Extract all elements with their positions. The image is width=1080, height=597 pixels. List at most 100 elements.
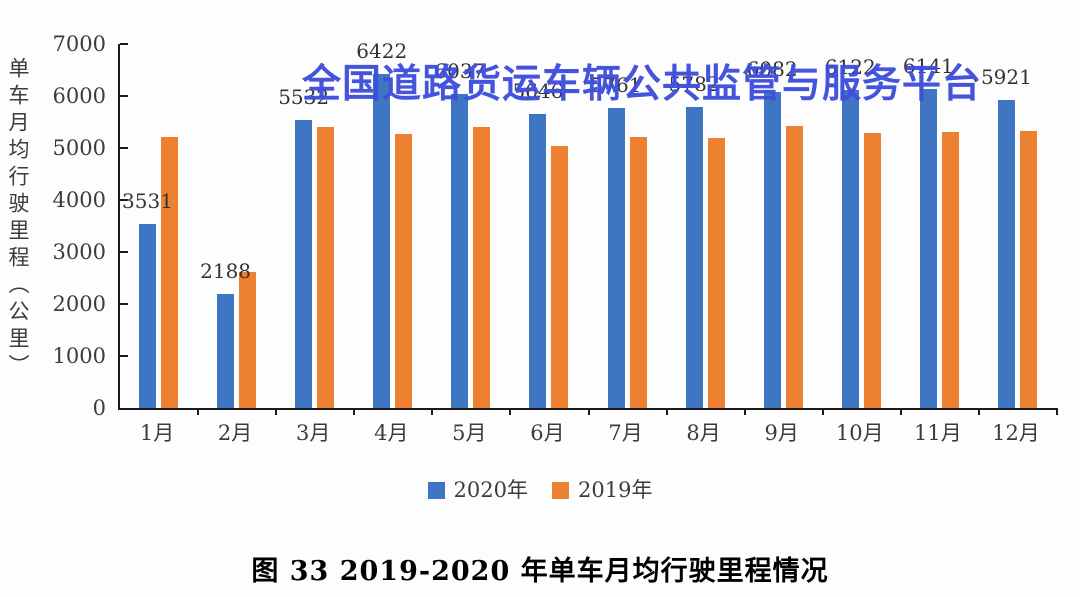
y-tick-label: 1000 [52, 344, 106, 368]
x-axis-labels: 1月 2月 3月 4月 5月 6月 7月 8月 9月 10月 11月 12月 [118, 423, 1055, 451]
bar-value-label: 6082 [746, 56, 798, 81]
watermark: 全国道路货运车辆公共监管与服务平台 [302, 63, 983, 106]
bar-2019年 [785, 126, 803, 408]
x-tick-label: 3月 [296, 421, 331, 445]
bar-2019年 [317, 127, 335, 408]
y-axis-tick [120, 43, 128, 45]
y-tick-label: 4000 [52, 188, 106, 212]
x-tick-label: 8月 [686, 421, 721, 445]
legend-item-2019: 2019年 [552, 480, 652, 501]
bar-2019年 [161, 137, 178, 408]
bar-2019年 [863, 133, 881, 408]
bar-2019年 [239, 272, 257, 408]
bar-2019年 [941, 132, 959, 408]
legend-swatch-2019 [552, 482, 569, 499]
x-tick-label: 6月 [530, 421, 565, 445]
bar-group: 3531 [120, 44, 198, 408]
bar-group: 5646 [510, 44, 588, 408]
x-axis-tick [431, 408, 434, 415]
bar-group: 5782 [667, 44, 745, 408]
x-axis-tick [1056, 408, 1058, 415]
bar-2020年 [373, 74, 391, 408]
legend-swatch-2020 [427, 482, 445, 499]
bar-2020年 [841, 89, 859, 408]
x-axis-tick [275, 408, 278, 415]
bar-group: 6141 [901, 44, 979, 408]
bar-2019年 [551, 145, 569, 408]
x-axis-tick [197, 408, 200, 415]
x-axis-tick [977, 408, 980, 415]
legend-item-2020: 2020年 [427, 478, 528, 502]
legend-label-2020: 2020年 [453, 478, 528, 502]
bar-value-label: 5761 [590, 73, 642, 98]
bar-value-label: 5921 [980, 65, 1032, 90]
x-axis-tick [899, 408, 902, 415]
bar-group: 6122 [823, 44, 901, 408]
bar-2019年 [629, 137, 647, 408]
x-axis-tick [743, 408, 746, 415]
x-axis-tick [587, 408, 590, 415]
x-tick-label: 5月 [452, 421, 487, 445]
y-axis-tick [120, 303, 128, 305]
bar-2020年 [139, 224, 156, 408]
bar-2019年 [473, 126, 491, 408]
x-tick-label: 11月 [914, 421, 962, 445]
x-tick-label: 12月 [992, 421, 1040, 445]
bar-group: 5532 [276, 44, 354, 408]
bar-value-label: 5646 [512, 79, 564, 104]
y-tick-label: 6000 [52, 84, 106, 108]
y-tick-label: 5000 [52, 136, 106, 160]
bar-value-label: 5532 [278, 85, 330, 110]
y-axis-tick [120, 251, 128, 253]
figure-caption: 图 33 2019-2020 年单车月均行驶里程情况 [251, 556, 829, 587]
bar-group: 6422 [354, 41, 432, 408]
y-axis-tick [120, 95, 128, 97]
bar-group: 6037 [432, 44, 510, 408]
x-tick-label: 1月 [139, 421, 175, 445]
bar-2020年 [685, 107, 703, 408]
legend: 2020年 2019年 [0, 480, 1080, 501]
bar-group: 5921 [979, 44, 1057, 408]
x-axis-tick [353, 408, 356, 415]
bar-2020年 [295, 120, 313, 408]
bar-2020年 [763, 91, 781, 408]
y-tick-label: 2000 [52, 292, 106, 316]
bar-value-label: 6141 [902, 53, 954, 78]
x-tick-label: 4月 [374, 421, 409, 445]
bar-2020年 [451, 94, 469, 408]
bar-group: 5761 [589, 44, 667, 408]
bar-2020年 [607, 108, 625, 408]
bar-2020年 [217, 294, 235, 408]
bar-value-label: 6037 [434, 59, 486, 84]
y-tick-label: 0 [92, 396, 106, 420]
bar-2020年 [529, 114, 547, 408]
x-tick-label: 2月 [217, 421, 253, 445]
y-axis-tick [120, 199, 128, 201]
x-axis-tick [821, 408, 824, 415]
bar-2019年 [395, 133, 413, 408]
bar-value-label: 2188 [200, 259, 252, 284]
bar-2019年 [1019, 131, 1037, 408]
bar-value-label: 6122 [824, 54, 876, 79]
bar-2020年 [997, 100, 1015, 408]
bar-value-label: 3531 [122, 189, 173, 214]
y-tick-label: 3000 [52, 240, 106, 264]
x-axis-tick [665, 408, 668, 415]
legend-label-2019: 2019年 [578, 478, 653, 502]
bar-value-label: 5782 [668, 72, 720, 97]
y-axis-tick [120, 147, 128, 149]
bar-value-label: 6422 [356, 39, 408, 64]
x-tick-label: 9月 [764, 421, 799, 445]
x-tick-label: 7月 [608, 421, 643, 445]
bar-group: 6082 [745, 44, 823, 408]
y-tick-label: 7000 [52, 32, 106, 56]
y-axis-tick [120, 355, 128, 357]
bar-group: 2188 [198, 44, 276, 408]
plot-area: 3531 2188 5532 6422 6037 5646 5761 5782 6082 6122… [118, 41, 1058, 415]
bar-2020年 [919, 88, 937, 408]
x-axis-tick [509, 408, 512, 415]
bar-2019年 [707, 138, 725, 408]
y-axis-title: 单车月均行驶里程（公里） [6, 57, 30, 381]
x-tick-label: 10月 [835, 421, 884, 445]
